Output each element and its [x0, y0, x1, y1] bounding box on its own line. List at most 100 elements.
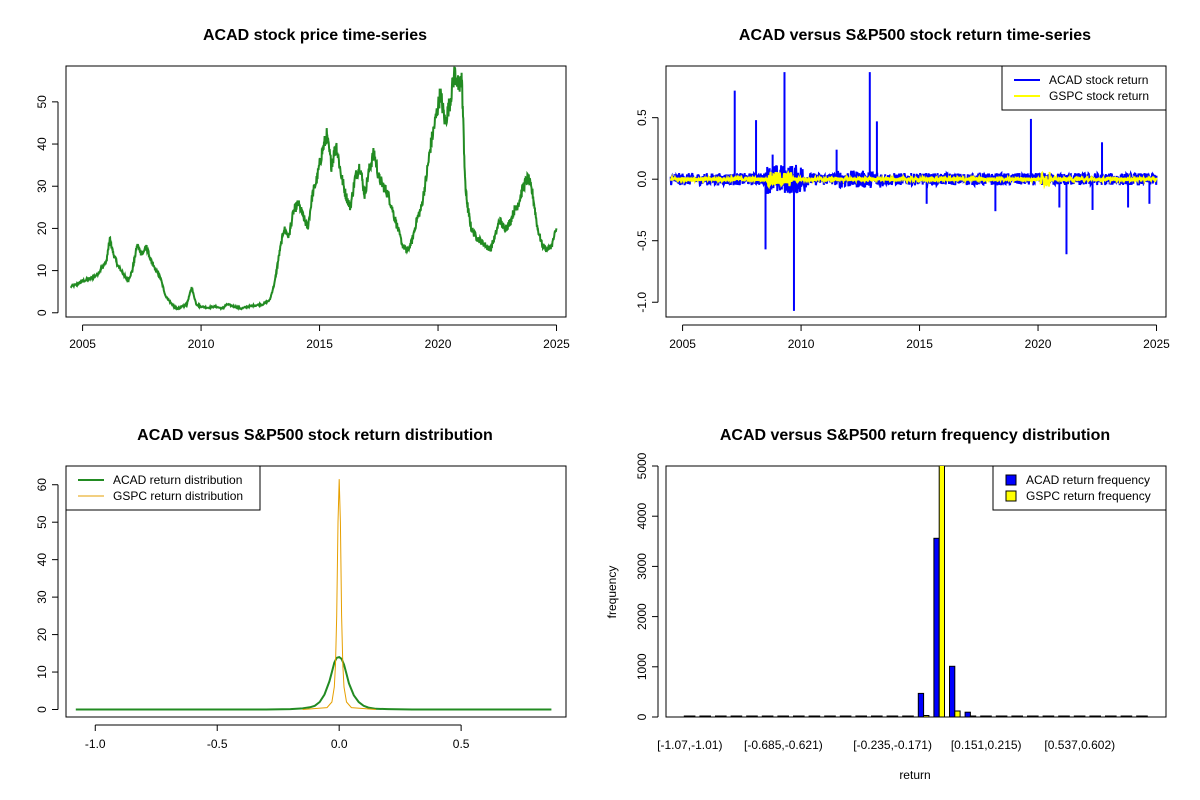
bar-acad: [793, 715, 800, 717]
bar-gspc: [1110, 715, 1117, 717]
legend-swatch: [1005, 490, 1017, 502]
legend-entry: ACAD return distribution: [113, 473, 242, 487]
y-tick-label: 2000: [635, 603, 649, 630]
series-line-gspc-return: [669, 170, 1158, 190]
bar-acad: [871, 715, 878, 717]
bar-gspc: [1141, 715, 1148, 717]
bar-gspc: [1079, 715, 1086, 717]
y-tick-label: 40: [35, 553, 49, 567]
y-axis: -1.0 -0.5 0.0 0.5: [635, 109, 659, 313]
bar-acad: [1136, 715, 1143, 717]
y-tick-label: 10: [35, 264, 49, 278]
bar-gspc: [829, 715, 836, 717]
bar-gspc: [689, 715, 696, 717]
y-tick-label: 5000: [635, 452, 649, 479]
bar-acad: [808, 715, 815, 717]
bar-gspc: [813, 715, 821, 717]
bar-gspc: [1032, 715, 1039, 717]
bar-gspc: [1016, 715, 1024, 717]
y-tick-label: 20: [35, 221, 49, 235]
bar-gspc: [1063, 715, 1070, 717]
bar-acad: [995, 715, 1003, 717]
x-tick-label: [0.151,0.215): [951, 738, 1022, 752]
panel-return-frequency: ACAD versus S&P500 return frequency dist…: [605, 427, 1167, 782]
x-axis: 2005 2010 2015 2020 2025: [669, 324, 1170, 351]
x-tick-label: -1.0: [85, 737, 106, 751]
bar-gspc: [860, 715, 868, 717]
plot-area: -1.0 -0.5 0.0 0.5 0 10 20 30 40 50 60 ACAD return d…: [35, 465, 567, 751]
y-tick-label: 50: [35, 515, 49, 529]
bar-acad: [777, 715, 784, 717]
plot-area: 2005 2010 2015 2020 2025 0 10 20 30 40 50: [35, 65, 570, 351]
x-tick-label: 2025: [1143, 337, 1170, 351]
x-tick-label: 2005: [69, 337, 96, 351]
bar-acad: [715, 715, 722, 717]
bar-acad: [1058, 715, 1065, 717]
bar-acad: [949, 665, 956, 717]
x-tick-label: [-1.07,-1.01): [657, 738, 722, 752]
y-tick-label: 20: [35, 628, 49, 642]
x-tick-label: [0.537,0.602): [1044, 738, 1115, 752]
x-tick-label: 0.0: [331, 737, 348, 751]
chart-title: ACAD stock price time-series: [203, 27, 427, 44]
y-tick-label: 0: [635, 713, 649, 720]
bar-gspc: [938, 466, 946, 717]
x-tick-label: 2005: [669, 337, 696, 351]
plot-area: 0 1000 2000 3000 4000 5000 [-1.07,-1.01) [-0.68…: [635, 452, 1167, 752]
panel-acad-price: ACAD stock price time-series 2005 2010 201…: [35, 27, 570, 351]
legend-entry: ACAD return frequency: [1026, 473, 1150, 487]
x-axis: [-1.07,-1.01) [-0.685,-0.621) [-0.235,-0.1…: [657, 738, 1115, 752]
bar-gspc: [954, 710, 961, 717]
bar-gspc: [751, 715, 758, 717]
bar-acad: [699, 715, 706, 717]
legend-entry: GSPC return distribution: [113, 489, 243, 503]
x-tick-label: -0.5: [207, 737, 228, 751]
y-tick-label: 60: [35, 478, 49, 492]
legend-frame: [65, 465, 261, 511]
y-tick-label: 50: [35, 95, 49, 109]
bar-acad: [730, 715, 737, 717]
chart-title: ACAD versus S&P500 stock return distribu…: [137, 427, 493, 444]
bar-acad: [839, 715, 847, 717]
plot-frame: [665, 65, 1167, 318]
bar-gspc: [907, 715, 914, 717]
legend: ACAD stock return GSPC stock return: [1001, 65, 1167, 111]
bar-gspc: [767, 715, 774, 717]
series-line-acad-density: [75, 656, 552, 711]
bar-acad: [933, 537, 940, 717]
y-tick-label: 3000: [635, 553, 649, 580]
legend-frame: [1001, 65, 1167, 111]
y-tick-label: 0.0: [635, 171, 649, 188]
x-axis: 2005 2010 2015 2020 2025: [69, 324, 570, 351]
bar-acad: [855, 715, 862, 717]
y-tick-label: 0.5: [635, 109, 649, 126]
bar-acad: [1105, 715, 1112, 717]
bar-acad: [964, 711, 971, 717]
y-axis: 0 10 20 30 40 50: [35, 95, 59, 316]
x-tick-label: [-0.235,-0.171): [853, 738, 932, 752]
x-tick-label: 2020: [1025, 337, 1052, 351]
bar-acad: [1042, 715, 1049, 717]
chart-title: ACAD versus S&P500 stock return time-ser…: [739, 27, 1091, 44]
y-tick-label: 0: [35, 706, 49, 713]
bar-gspc: [735, 715, 743, 717]
x-tick-label: 2010: [788, 337, 815, 351]
bar-acad: [886, 715, 893, 717]
bars: [683, 466, 1148, 717]
series-line-acad: [69, 66, 558, 311]
bar-gspc: [1047, 715, 1055, 717]
bar-acad: [1027, 715, 1034, 717]
bar-gspc: [845, 715, 852, 717]
y-tick-label: 1000: [635, 653, 649, 680]
y-axis-label: frequency: [605, 566, 619, 619]
bar-acad: [1073, 715, 1081, 717]
bar-gspc: [923, 715, 930, 717]
x-axis-label: return: [899, 768, 930, 782]
bar-gspc: [876, 715, 883, 717]
legend-frame: [992, 465, 1167, 511]
y-tick-label: -0.5: [635, 230, 649, 251]
bar-gspc: [1001, 715, 1008, 717]
chart-title: ACAD versus S&P500 return frequency dist…: [720, 427, 1110, 444]
bar-acad: [761, 715, 769, 717]
